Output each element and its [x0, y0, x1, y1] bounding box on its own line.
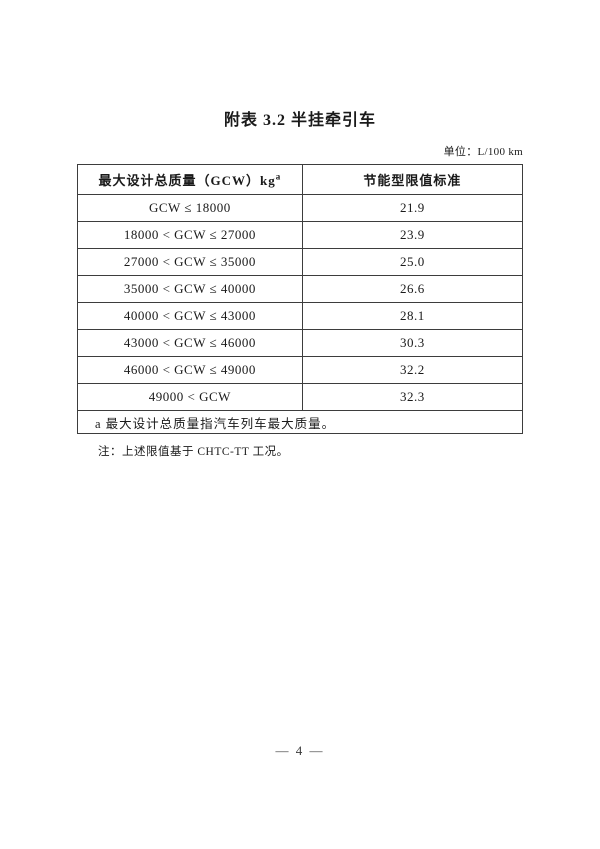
limit-value-cell: 23.9 [301, 221, 524, 249]
table-row: 27000 < GCW ≤ 35000 25.0 [77, 248, 524, 276]
table-footnote-row: a 最大设计总质量指汽车列车最大质量。 [77, 410, 523, 434]
limit-value-cell: 25.0 [301, 248, 524, 276]
gcw-range-cell: 27000 < GCW ≤ 35000 [77, 248, 303, 276]
limit-value-cell: 26.6 [301, 275, 524, 303]
gcw-range-cell: GCW ≤ 18000 [77, 194, 303, 222]
document-page: 附表 3.2 半挂牵引车 单位：L/100 km 最大设计总质量（GCW）kga… [77, 112, 524, 758]
table-row: 40000 < GCW ≤ 43000 28.1 [77, 302, 524, 330]
limit-value-cell: 32.3 [301, 383, 524, 411]
table-row: 35000 < GCW ≤ 40000 26.6 [77, 275, 524, 303]
gcw-range-cell: 49000 < GCW [77, 383, 303, 411]
content-area: 单位：L/100 km 最大设计总质量（GCW）kga 节能型限值标准 GCW … [77, 143, 524, 459]
gcw-range-cell: 18000 < GCW ≤ 27000 [77, 221, 303, 249]
table-row: 18000 < GCW ≤ 27000 23.9 [77, 221, 524, 249]
table-footnote: a 最大设计总质量指汽车列车最大质量。 [77, 410, 523, 434]
page-title: 附表 3.2 半挂牵引车 [223, 112, 376, 129]
table-row: 49000 < GCW 32.3 [77, 383, 524, 411]
gcw-range-cell: 43000 < GCW ≤ 46000 [77, 329, 303, 357]
unit-label: 单位：L/100 km [443, 146, 523, 158]
table-row: 43000 < GCW ≤ 46000 30.3 [77, 329, 524, 357]
header-gcw-column: 最大设计总质量（GCW）kga [77, 164, 303, 195]
header-gcw-label: 最大设计总质量（GCW）kg [98, 173, 276, 188]
gcw-range-cell: 40000 < GCW ≤ 43000 [77, 302, 303, 330]
page-number: — 4 — [275, 743, 325, 758]
gcw-range-cell: 35000 < GCW ≤ 40000 [77, 275, 303, 303]
header-gcw-superscript: a [275, 171, 282, 182]
limit-value-cell: 21.9 [301, 194, 524, 222]
limit-value-cell: 30.3 [301, 329, 524, 357]
fuel-limit-table: 最大设计总质量（GCW）kga 节能型限值标准 GCW ≤ 18000 21.9 1… [77, 164, 524, 434]
table-row: GCW ≤ 18000 21.9 [77, 194, 524, 222]
gcw-range-cell: 46000 < GCW ≤ 49000 [77, 356, 303, 384]
limit-value-cell: 32.2 [301, 356, 524, 384]
note-text: 注：上述限值基于 CHTC-TT 工况。 [98, 446, 289, 458]
limit-value-cell: 28.1 [301, 302, 524, 330]
table-header-row: 最大设计总质量（GCW）kga 节能型限值标准 [77, 164, 524, 195]
table-body: GCW ≤ 18000 21.9 18000 < GCW ≤ 27000 23.9 27… [77, 194, 524, 411]
table-row: 46000 < GCW ≤ 49000 32.2 [77, 356, 524, 384]
header-limit-column: 节能型限值标准 [301, 164, 524, 195]
